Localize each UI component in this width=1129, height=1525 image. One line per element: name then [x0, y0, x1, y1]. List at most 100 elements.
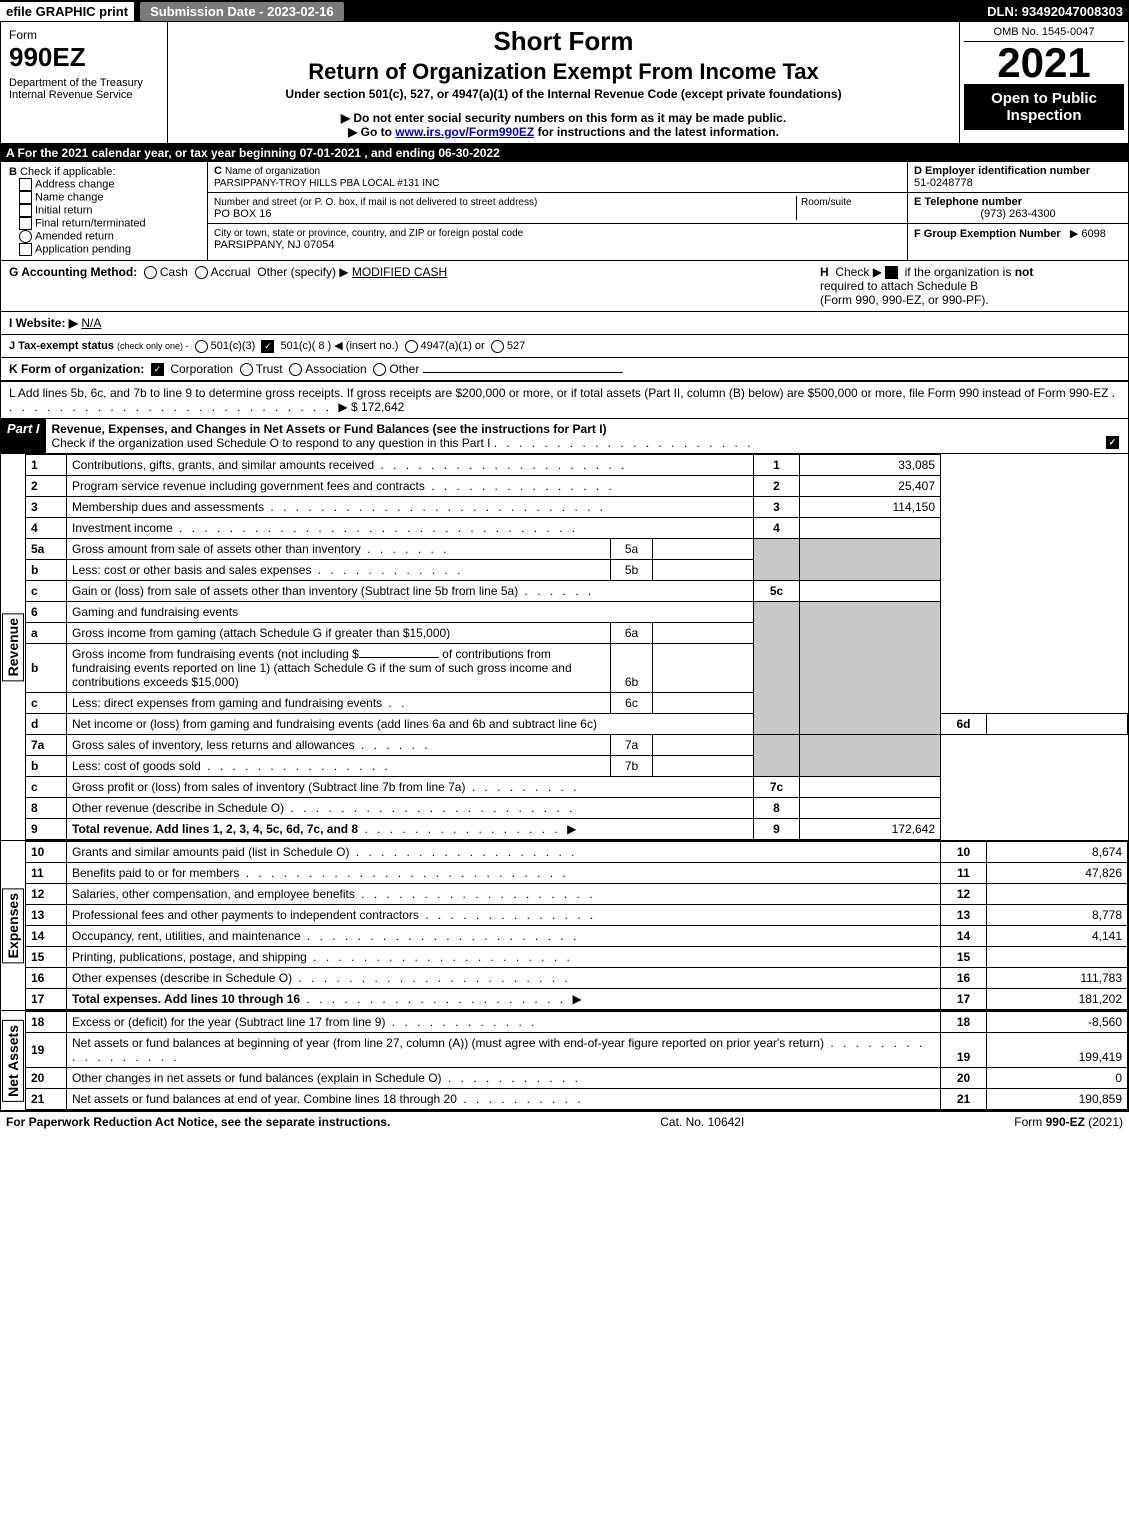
part-i-label: Part I	[1, 419, 46, 453]
g-other-value: MODIFIED CASH	[352, 265, 447, 279]
line-20: 20Other changes in net assets or fund ba…	[26, 1068, 1128, 1089]
phone-value: (973) 263-4300	[914, 208, 1122, 220]
part-i-header: Part I Revenue, Expenses, and Changes in…	[0, 419, 1129, 454]
l-text: L Add lines 5b, 6c, and 7b to line 9 to …	[9, 386, 1108, 400]
form-number-block: Form 990EZ Department of the Treasury In…	[1, 22, 168, 143]
chk-address-change[interactable]: Address change	[9, 178, 199, 191]
netassets-vtext: Net Assets	[2, 1020, 24, 1102]
netassets-block: Net Assets 18Excess or (deficit) for the…	[0, 1010, 1129, 1112]
j-opt4: 527	[507, 340, 525, 352]
h-checkbox[interactable]: ✓	[885, 266, 898, 279]
section-j: J Tax-exempt status (check only one) - 5…	[0, 335, 1129, 358]
line-6a: aGross income from gaming (attach Schedu…	[26, 623, 1128, 644]
efile-print-label[interactable]: efile GRAPHIC print	[0, 2, 134, 21]
j-opt1: 501(c)(3)	[211, 340, 256, 352]
section-k: K Form of organization: ✓ Corporation Tr…	[0, 358, 1129, 382]
g-accrual: Accrual	[211, 265, 251, 279]
tax-year: 2021	[964, 42, 1124, 84]
h-text5: (Form 990, 990-EZ, or 990-PF).	[820, 293, 989, 307]
revenue-side-label: Revenue	[1, 454, 25, 840]
info-bcdef: B Check if applicable: Address change Na…	[0, 162, 1129, 261]
line-6b: bGross income from fundraising events (n…	[26, 644, 1128, 693]
form-title-block: Short Form Return of Organization Exempt…	[168, 22, 960, 143]
g-cash: Cash	[160, 265, 188, 279]
form-right-block: OMB No. 1545-0047 2021 Open to Public In…	[960, 22, 1128, 143]
g-label: G Accounting Method:	[9, 265, 137, 279]
line-8: 8Other revenue (describe in Schedule O) …	[26, 798, 1128, 819]
j-opt3: 4947(a)(1) or	[421, 340, 485, 352]
line-15: 15Printing, publications, postage, and s…	[26, 947, 1128, 968]
radio-527[interactable]	[491, 340, 504, 353]
k-assoc: Association	[305, 362, 366, 376]
form-title-2: Return of Organization Exempt From Incom…	[172, 59, 955, 85]
h-text2: if the organization is	[905, 265, 1012, 279]
d-label: D Employer identification number	[914, 165, 1090, 177]
chk-corporation[interactable]: ✓	[151, 363, 164, 376]
radio-cash[interactable]	[144, 266, 157, 279]
section-b: B Check if applicable: Address change Na…	[1, 162, 208, 260]
chk-initial-return[interactable]: Initial return	[9, 204, 199, 217]
form-sub-3: ▶ Go to www.irs.gov/Form990EZ for instru…	[172, 125, 955, 139]
h-text1: Check ▶	[835, 265, 882, 279]
line-6: 6Gaming and fundraising events	[26, 602, 1128, 623]
form-title-1: Short Form	[172, 26, 955, 57]
section-g: G Accounting Method: Cash Accrual Other …	[9, 265, 447, 279]
revenue-table: 1Contributions, gifts, grants, and simil…	[25, 454, 1128, 840]
line-6d: dNet income or (loss) from gaming and fu…	[26, 714, 1128, 735]
h-label: H	[820, 265, 829, 279]
section-a-bar: A For the 2021 calendar year, or tax yea…	[0, 144, 1129, 162]
k-other: Other	[389, 362, 419, 376]
line-19: 19Net assets or fund balances at beginni…	[26, 1033, 1128, 1068]
l-value: ▶ $ 172,642	[338, 400, 404, 414]
b-text: Check if applicable:	[20, 166, 115, 178]
top-bar: efile GRAPHIC print Submission Date - 20…	[0, 0, 1129, 22]
line-5a: 5aGross amount from sale of assets other…	[26, 539, 1128, 560]
radio-501c3[interactable]	[195, 340, 208, 353]
line-12: 12Salaries, other compensation, and empl…	[26, 884, 1128, 905]
form-word: Form	[9, 28, 159, 42]
sub3-suffix: for instructions and the latest informat…	[534, 125, 779, 139]
irs-link[interactable]: www.irs.gov/Form990EZ	[395, 125, 534, 139]
city-value: PARSIPPANY, NJ 07054	[214, 239, 334, 251]
ein-value: 51-0248778	[914, 177, 973, 189]
line-18: 18Excess or (deficit) for the year (Subt…	[26, 1012, 1128, 1033]
dept-label: Department of the Treasury Internal Reve…	[9, 77, 159, 101]
chk-application-pending[interactable]: Application pending	[9, 243, 199, 256]
city-label: City or town, state or province, country…	[214, 228, 523, 239]
form-header: Form 990EZ Department of the Treasury In…	[0, 22, 1129, 144]
line-7b: bLess: cost of goods sold . . . . . . . …	[26, 756, 1128, 777]
chk-501c[interactable]: ✓	[261, 340, 274, 353]
expenses-table: 10Grants and similar amounts paid (list …	[25, 841, 1128, 1010]
chk-schedule-o[interactable]: ✓	[1106, 436, 1119, 449]
open-public-box: Open to Public Inspection	[964, 84, 1124, 130]
submission-date-button[interactable]: Submission Date - 2023-02-16	[140, 2, 344, 21]
line-13: 13Professional fees and other payments t…	[26, 905, 1128, 926]
g-other-label: Other (specify) ▶	[257, 265, 348, 279]
j-opt2: 501(c)( 8 ) ◀ (insert no.)	[280, 340, 398, 352]
line-5c: cGain or (loss) from sale of assets othe…	[26, 581, 1128, 602]
radio-other[interactable]	[373, 363, 386, 376]
section-l: L Add lines 5b, 6c, and 7b to line 9 to …	[0, 382, 1129, 419]
line-7c: cGross profit or (loss) from sales of in…	[26, 777, 1128, 798]
k-label: K Form of organization:	[9, 362, 144, 376]
radio-association[interactable]	[289, 363, 302, 376]
revenue-block: Revenue 1Contributions, gifts, grants, a…	[0, 454, 1129, 840]
chk-final-return[interactable]: Final return/terminated	[9, 217, 199, 230]
expenses-block: Expenses 10Grants and similar amounts pa…	[0, 840, 1129, 1010]
chk-amended-return[interactable]: Amended return	[9, 230, 199, 243]
line-5b: bLess: cost or other basis and sales exp…	[26, 560, 1128, 581]
section-c: C Name of organization PARSIPPANY-TROY H…	[208, 162, 907, 260]
radio-trust[interactable]	[240, 363, 253, 376]
line-17: 17Total expenses. Add lines 10 through 1…	[26, 989, 1128, 1010]
c-label: C	[214, 165, 222, 177]
h-text4: required to attach Schedule B	[820, 279, 978, 293]
line-16: 16Other expenses (describe in Schedule O…	[26, 968, 1128, 989]
page-footer: For Paperwork Reduction Act Notice, see …	[0, 1112, 1129, 1132]
chk-name-change[interactable]: Name change	[9, 191, 199, 204]
radio-4947[interactable]	[405, 340, 418, 353]
c-name-label: Name of organization	[225, 166, 320, 177]
radio-accrual[interactable]	[195, 266, 208, 279]
netassets-side-label: Net Assets	[1, 1011, 25, 1110]
street-label: Number and street (or P. O. box, if mail…	[214, 197, 537, 208]
section-def: D Employer identification number 51-0248…	[907, 162, 1128, 260]
